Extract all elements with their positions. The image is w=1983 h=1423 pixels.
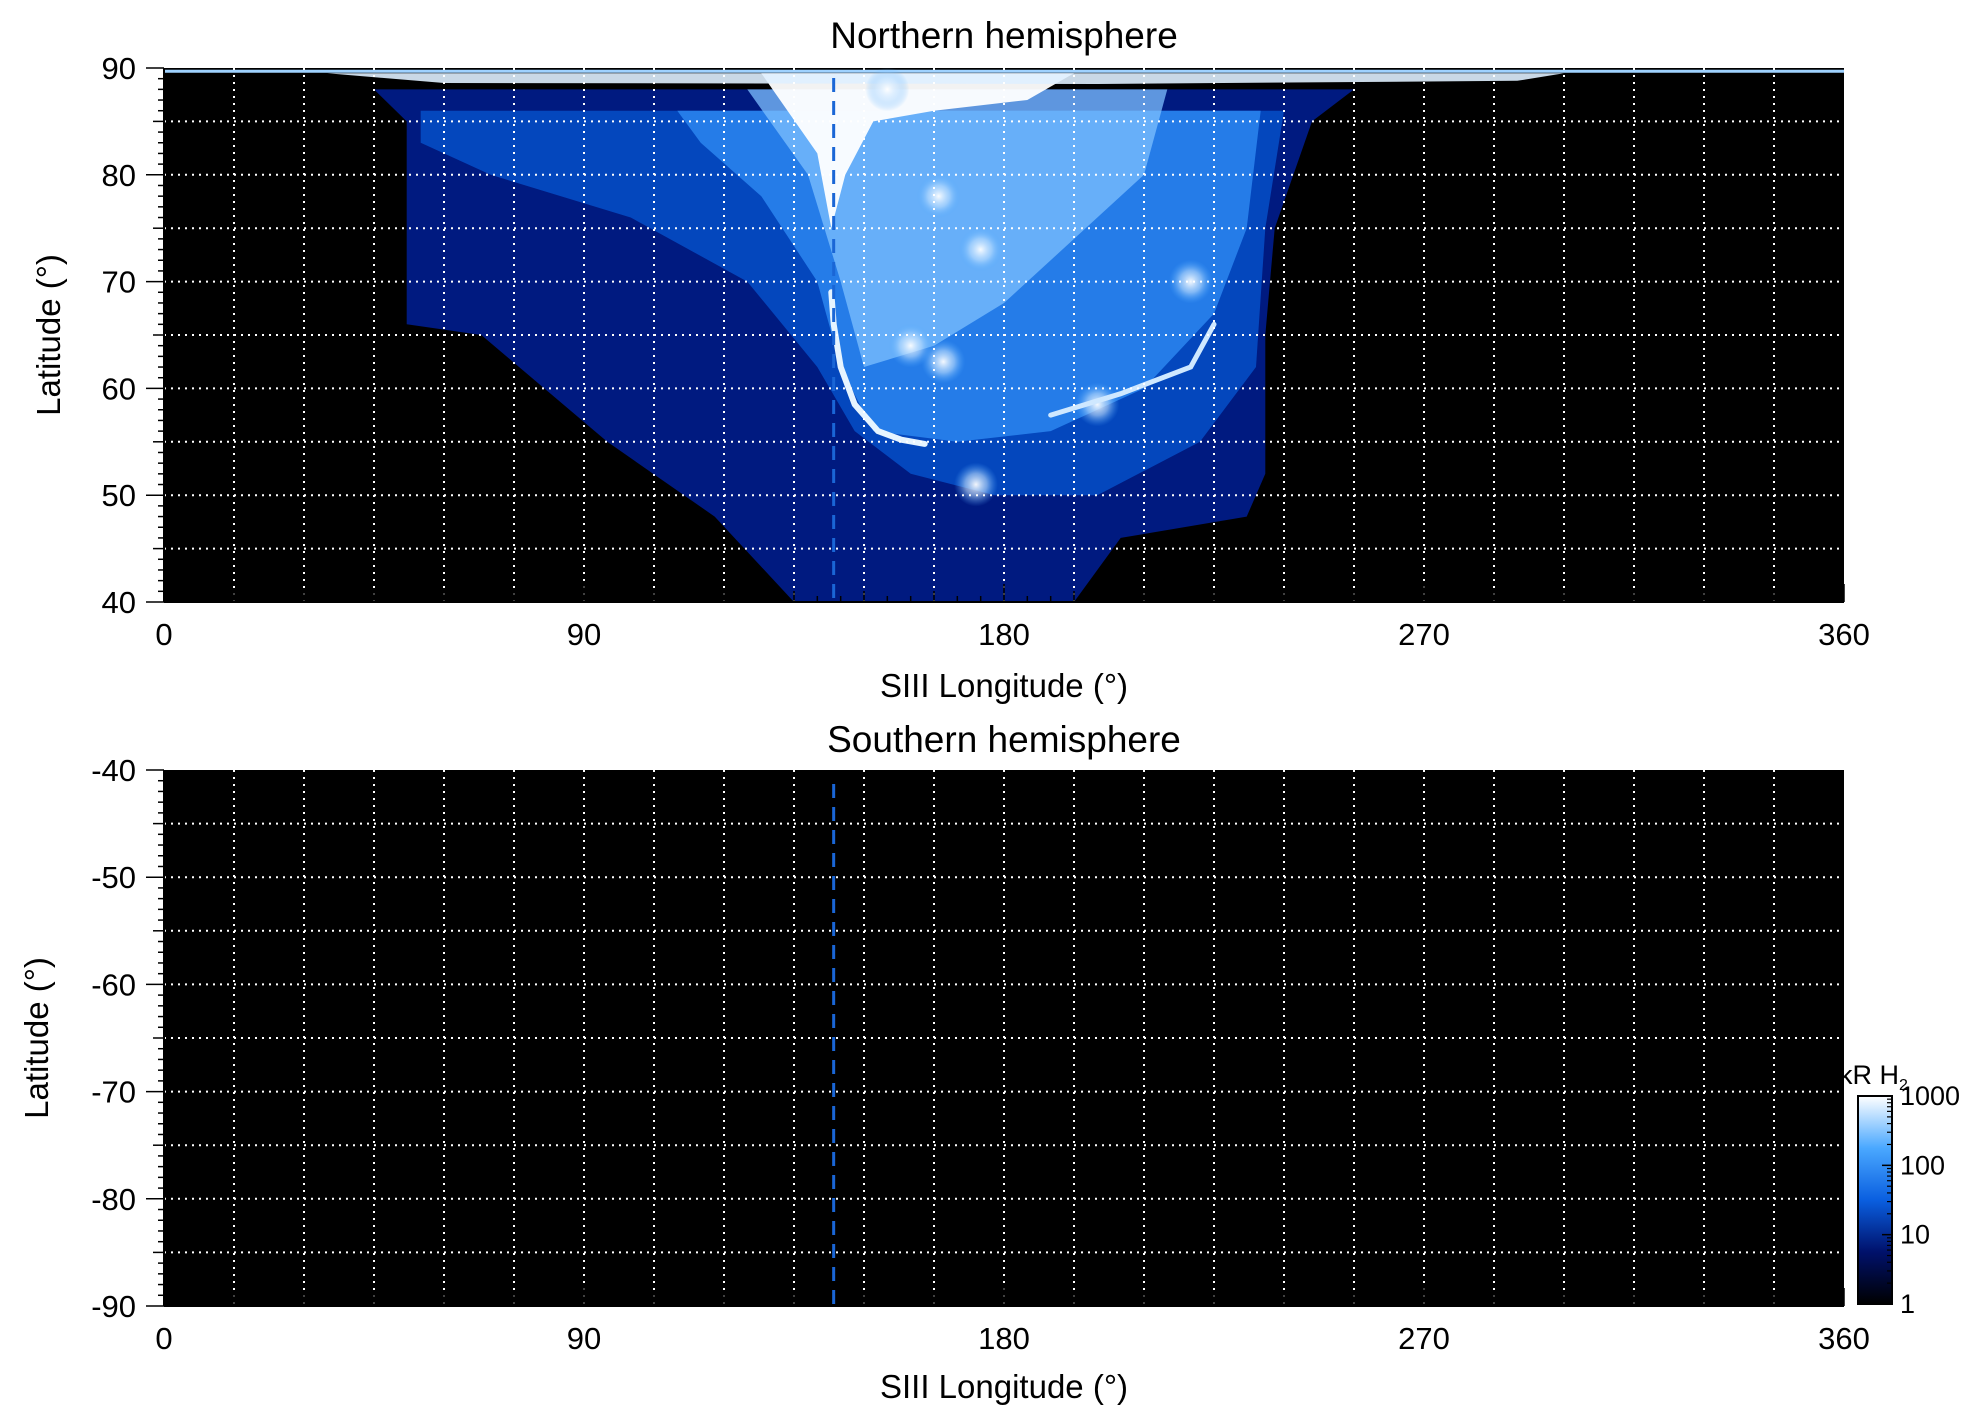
emission-spot <box>865 68 910 112</box>
colorbar: kR H2 1 10 100 1000 <box>1839 1060 1960 1319</box>
south-y-axis-label: Latitude (°) <box>18 957 55 1119</box>
y-tick-label: -40 <box>91 753 136 788</box>
south-x-axis: 0 90 180 270 360 <box>155 1288 1870 1356</box>
colorbar-tick-label: 100 <box>1900 1150 1945 1180</box>
emission-spot <box>921 339 966 384</box>
north-title: Northern hemisphere <box>830 15 1178 56</box>
y-tick-label: 90 <box>102 51 136 86</box>
x-tick-label: 270 <box>1398 1321 1450 1356</box>
x-tick-label: 270 <box>1398 617 1450 652</box>
y-tick-label: -70 <box>91 1075 136 1110</box>
north-panel: Northern hemisphere 0 90 180 270 360 40 50 60 7… <box>30 15 1870 704</box>
north-y-axis-label: Latitude (°) <box>30 254 67 416</box>
y-tick-label: 70 <box>102 265 136 300</box>
emission-region <box>327 73 1564 84</box>
north-x-axis: 0 90 180 270 360 <box>155 584 1870 652</box>
x-tick-label: 90 <box>567 1321 601 1356</box>
y-tick-label: 50 <box>102 478 136 513</box>
north-grid <box>164 68 1844 602</box>
emission-spot <box>1075 382 1120 427</box>
north-emission-map <box>164 68 1844 602</box>
colorbar-unit-subscript: 2 <box>1899 1077 1908 1094</box>
x-tick-label: 90 <box>567 617 601 652</box>
colorbar-gradient <box>1857 1095 1893 1305</box>
y-tick-label: -80 <box>91 1182 136 1217</box>
x-tick-label: 180 <box>978 1321 1030 1356</box>
emission-spot <box>954 462 998 507</box>
south-title: Southern hemisphere <box>827 719 1181 760</box>
north-y-axis: 40 50 60 70 80 90 <box>102 51 165 620</box>
south-y-axis: -40 -50 -60 -70 -80 -90 <box>91 753 165 1324</box>
y-tick-label: 60 <box>102 371 136 406</box>
south-grid <box>164 770 1844 1306</box>
x-tick-label: 360 <box>1818 1321 1870 1356</box>
emission-spot <box>958 227 1003 272</box>
emission-region <box>761 73 1074 229</box>
colorbar-label: kR H2 <box>1839 1060 1908 1094</box>
colorbar-ticks: 1 10 100 1000 <box>1882 1081 1960 1319</box>
x-tick-label: 360 <box>1818 617 1870 652</box>
x-tick-label: 0 <box>155 617 172 652</box>
x-tick-label: 0 <box>155 1321 172 1356</box>
colorbar-tick-label: 10 <box>1900 1220 1930 1250</box>
y-tick-label: -90 <box>91 1289 136 1324</box>
x-tick-label: 180 <box>978 617 1030 652</box>
emission-spot <box>916 174 961 219</box>
colorbar-unit: kR H <box>1839 1060 1899 1090</box>
south-x-axis-label: SIII Longitude (°) <box>880 1368 1128 1405</box>
emission-spot <box>888 323 933 368</box>
y-tick-label: 40 <box>102 585 136 620</box>
y-tick-label: 80 <box>102 158 136 193</box>
colorbar-tick-label: 1000 <box>1900 1081 1960 1111</box>
north-x-axis-label: SIII Longitude (°) <box>880 667 1128 704</box>
south-panel: Southern hemisphere 0 90 180 270 360 -40-50-… <box>18 719 1870 1405</box>
secondary-arc <box>1048 321 1217 418</box>
colorbar-tick-label: 1 <box>1900 1289 1915 1319</box>
emission-spot <box>1168 259 1213 304</box>
main-auroral-oval <box>828 289 928 447</box>
y-tick-label: -50 <box>91 860 136 895</box>
y-tick-label: -60 <box>91 967 136 1002</box>
